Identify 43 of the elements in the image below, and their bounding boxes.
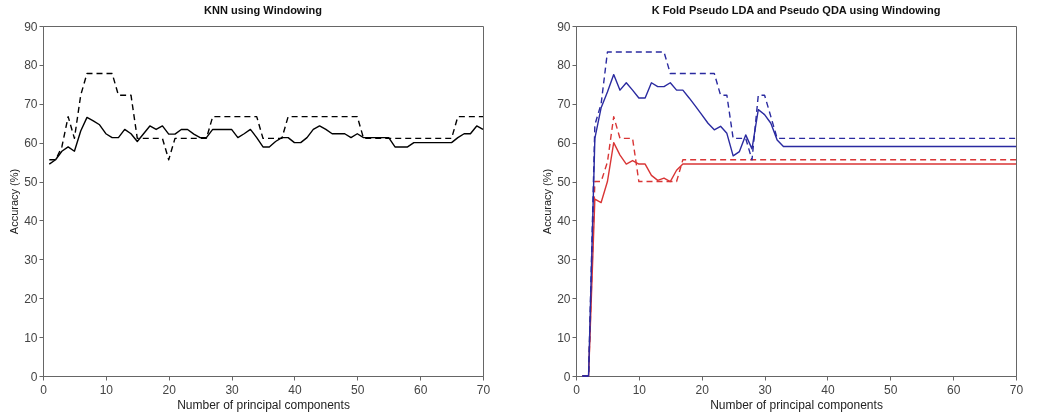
x-tick-label: 0 [40,382,48,397]
x-tick-label: 60 [946,382,961,397]
y-axis-title: Accuracy (%) [8,168,21,235]
chart-title: K Fold Pseudo LDA and Pseudo QDA using Windowing [651,4,941,16]
x-tick-label: 20 [162,382,177,397]
y-tick-label: 30 [24,252,38,267]
y-tick-label: 50 [557,175,571,190]
x-tick-label: 40 [821,382,835,397]
x-tick-label: 40 [288,382,302,397]
y-tick-label: 50 [24,175,38,190]
x-tick-label: 30 [225,382,240,397]
y-tick-label: 0 [563,369,571,384]
y-tick-label: 60 [24,136,38,151]
x-tick-label: 20 [695,382,710,397]
y-tick-label: 70 [24,97,38,112]
x-tick-label: 0 [573,382,581,397]
y-tick-label: 90 [24,19,38,34]
y-tick-label: 80 [557,58,571,73]
line-series [48,72,484,161]
x-tick-label: 60 [413,382,428,397]
x-axis-title: Number of principal components [177,397,350,412]
x-tick-label: 10 [632,382,647,397]
y-tick-label: 10 [557,330,571,345]
x-tick-label: 30 [758,382,773,397]
y-tick-label: 90 [557,19,571,34]
y-tick-label: 40 [24,213,38,228]
y-tick-label: 0 [30,369,38,384]
y-tick-label: 20 [557,291,571,306]
y-tick-label: 20 [24,291,38,306]
y-tick-label: 40 [557,213,571,228]
y-tick-label: 30 [557,252,571,267]
y-tick-label: 80 [24,58,38,73]
y-tick-label: 10 [24,330,38,345]
x-tick-label: 50 [351,382,365,397]
x-tick-label: 50 [884,382,898,397]
x-axis-title: Number of principal components [710,397,883,412]
chart-title: KNN using Windowing [204,4,322,16]
y-tick-label: 60 [557,136,571,151]
x-tick-label: 10 [99,382,114,397]
y-tick-label: 70 [557,97,571,112]
y-axis-title: Accuracy (%) [541,168,554,235]
x-tick-label: 70 [1009,382,1024,397]
x-tick-label: 70 [476,382,491,397]
